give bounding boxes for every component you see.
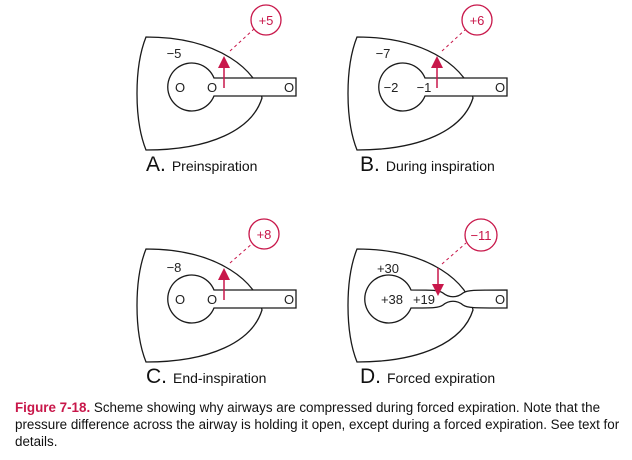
transmural-pressure-circle — [250, 4, 282, 36]
callout-leader — [229, 241, 255, 264]
callout-leader — [229, 28, 255, 52]
mouth-pressure-value: O — [495, 80, 505, 95]
panel-letter: C. — [146, 365, 167, 388]
panel-d: −11 +30 +38 +19 O D. Forced expiration — [347, 218, 508, 388]
caption-text: Scheme showing why airways are compresse… — [15, 400, 620, 449]
transmural-pressure-value: +5 — [259, 13, 274, 28]
pleural-space-outline — [136, 36, 263, 151]
transmural-pressure-value: +8 — [257, 227, 272, 242]
panel-label: A. Preinspiration — [146, 153, 257, 176]
airway-pressure-value: +19 — [413, 292, 435, 307]
figure-caption: Figure 7-18. Scheme showing why airways … — [15, 399, 625, 450]
panel-title: Forced expiration — [387, 370, 495, 386]
figure-number: Figure 7-18. — [15, 400, 91, 415]
alveolus-and-narrowed-airway — [364, 274, 508, 324]
transmural-pressure-circle — [248, 218, 280, 250]
alveolar-pressure-value: O — [175, 80, 185, 95]
pleural-pressure-value: −5 — [167, 46, 182, 61]
alveolar-pressure-value: −2 — [384, 80, 399, 95]
alveolus-and-airway — [378, 62, 508, 112]
transmural-pressure-value: −11 — [470, 228, 491, 243]
pleural-pressure-value: −8 — [167, 260, 182, 275]
panel-letter: B. — [360, 153, 380, 176]
transmural-pressure-circle — [464, 218, 498, 252]
transmural-pressure-value: +6 — [470, 13, 485, 28]
transmural-pressure-circle — [461, 4, 493, 36]
pleural-space-outline — [347, 248, 474, 363]
pleural-pressure-value: +30 — [377, 261, 399, 276]
panel-b: +6 −7 −2 −1 O B. During inspiration — [347, 4, 508, 176]
panel-title: During inspiration — [386, 158, 495, 174]
alveolar-pressure-value: +38 — [381, 292, 403, 307]
panel-letter: D. — [360, 365, 381, 388]
pleural-space-outline — [347, 36, 474, 151]
panel-label: B. During inspiration — [360, 153, 495, 176]
airway-pressure-value: −1 — [417, 80, 432, 95]
alveolus-and-airway — [167, 274, 297, 324]
mouth-pressure-value: O — [495, 292, 505, 307]
panel-c: +8 −8 O O O C. End-inspiration — [136, 218, 297, 388]
mouth-pressure-value: O — [284, 80, 294, 95]
panel-title: Preinspiration — [172, 158, 258, 174]
pleural-pressure-value: −7 — [376, 46, 391, 61]
panel-letter: A. — [146, 153, 166, 176]
mouth-pressure-value: O — [284, 292, 294, 307]
panel-label: C. End-inspiration — [146, 365, 266, 388]
alveolus-and-airway — [167, 62, 297, 112]
callout-leader — [441, 242, 467, 265]
panel-title: End-inspiration — [173, 370, 266, 386]
callout-leader — [441, 28, 467, 52]
airway-pressure-value: O — [207, 80, 217, 95]
panel-a: +5 −5 O O O A. Preinspiration — [136, 4, 297, 176]
panel-label: D. Forced expiration — [360, 365, 495, 388]
pleural-space-outline — [136, 248, 263, 363]
airway-pressure-value: O — [207, 292, 217, 307]
alveolar-pressure-value: O — [175, 292, 185, 307]
